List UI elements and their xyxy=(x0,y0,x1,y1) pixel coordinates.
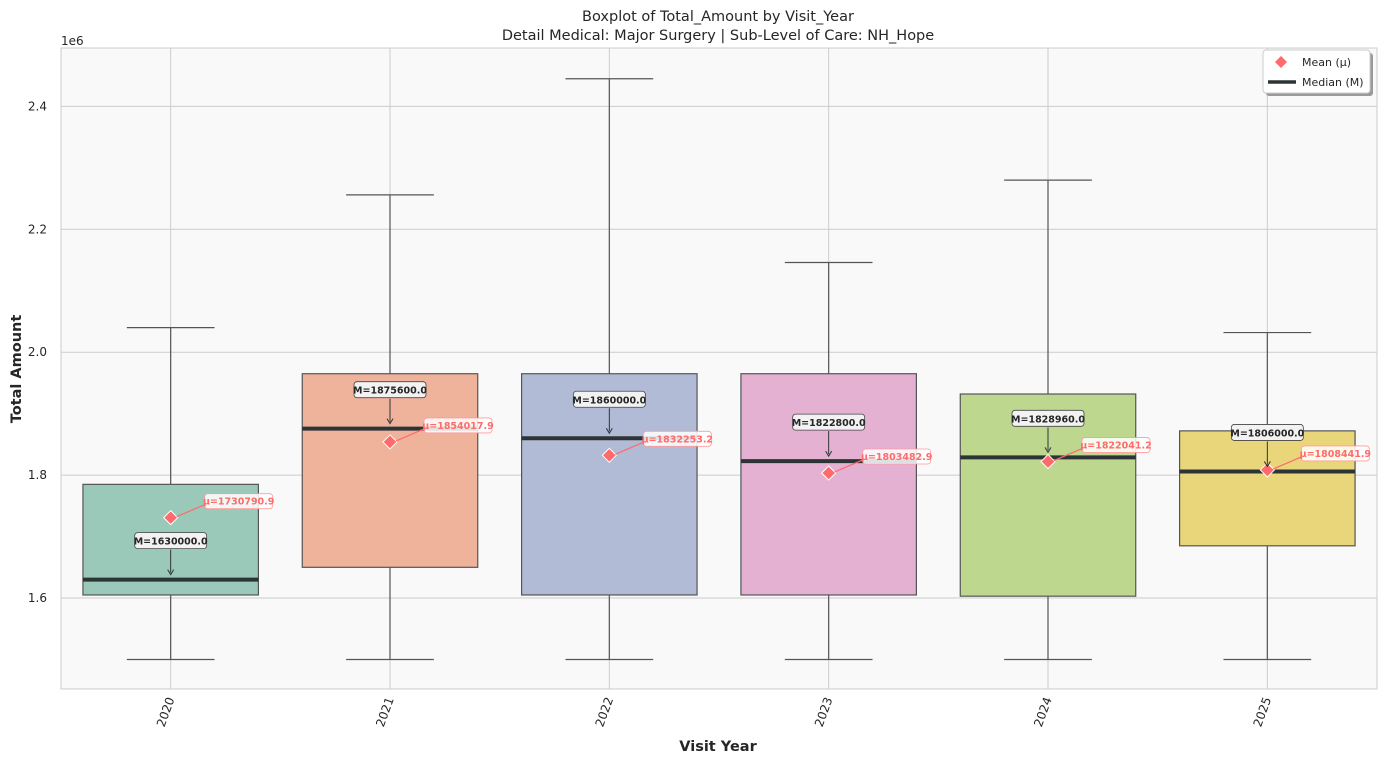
mean-annotation-box xyxy=(1300,445,1370,462)
y-tick-label: 1.6 xyxy=(28,591,47,605)
mean-annotation: μ=1822041.2 xyxy=(1053,437,1152,462)
x-tick-label: 2025 xyxy=(1251,695,1275,728)
x-tick-label: 2022 xyxy=(593,695,617,728)
plot-background xyxy=(60,47,1378,690)
median-annotation-text: M=1806000.0 xyxy=(1230,428,1304,439)
mean-arrow-line xyxy=(1273,456,1302,470)
chart-title: Boxplot of Total_Amount by Visit_Year xyxy=(582,9,854,25)
median-annotation: M=1630000.0 xyxy=(134,532,208,576)
mean-arrow-line xyxy=(615,441,644,455)
mean-arrow-line xyxy=(176,504,205,518)
mean-annotation-box xyxy=(1081,437,1151,453)
median-annotation-box xyxy=(792,413,866,431)
y-tick-label: 2.0 xyxy=(28,345,47,359)
median-annotation-box xyxy=(1011,409,1085,427)
median-annotation: M=1875600.0 xyxy=(353,381,427,425)
mean-annotation-text: μ=1854017.9 xyxy=(422,421,493,432)
mean-annotation: μ=1832253.2 xyxy=(615,430,713,455)
mean-annotation-text: μ=1803482.9 xyxy=(861,452,932,463)
mean-annotation-text: μ=1832253.2 xyxy=(642,434,713,445)
legend-mean-marker xyxy=(1275,56,1287,68)
mean-arrow-line xyxy=(1053,448,1083,462)
mean-marker xyxy=(820,465,837,481)
box-iqr xyxy=(740,373,918,596)
median-annotation: M=1822800.0 xyxy=(792,413,866,458)
x-tick-label: 2024 xyxy=(1031,695,1055,728)
mean-annotation-text: μ=1730790.9 xyxy=(203,497,274,508)
median-annotation-text: M=1828960.0 xyxy=(1011,414,1085,425)
x-axis-label: Visit Year xyxy=(679,739,757,755)
box-2023 xyxy=(740,261,918,661)
mean-arrow-line xyxy=(395,428,425,442)
x-tick-label: 2021 xyxy=(373,695,397,728)
legend-mean-label: Mean (μ) xyxy=(1302,56,1351,69)
mean-marker xyxy=(382,434,398,450)
mean-annotation-text: μ=1808441.9 xyxy=(1300,449,1371,460)
mean-annotation-box xyxy=(642,430,712,447)
mean-marker xyxy=(1259,462,1276,478)
mean-annotation-text: μ=1822041.2 xyxy=(1080,441,1151,452)
mean-annotation-box xyxy=(862,448,932,465)
median-annotation-box xyxy=(353,381,427,399)
median-arrow-head xyxy=(1263,461,1271,468)
y-offset-label: 1e6 xyxy=(61,34,84,48)
mean-annotation: μ=1730790.9 xyxy=(176,493,274,518)
chart-subtitle: Detail Medical: Major Surgery | Sub-Leve… xyxy=(502,28,934,44)
median-annotation-text: M=1860000.0 xyxy=(572,395,646,406)
median-arrow-head xyxy=(386,418,394,425)
legend: Mean (μ) Median (M) xyxy=(1262,49,1373,96)
y-tick-label: 2.2 xyxy=(28,222,47,236)
mean-marker xyxy=(601,447,618,464)
median-annotation: M=1806000.0 xyxy=(1230,424,1305,468)
median-annotation-box xyxy=(572,390,646,408)
x-tick-labels: 2020 2021 2022 2023 2024 2025 xyxy=(154,695,1274,728)
legend-median-label: Median (M) xyxy=(1302,76,1364,89)
median-arrow-head xyxy=(605,427,613,435)
mean-annotation: μ=1803482.9 xyxy=(834,448,932,473)
y-tick-label: 2.4 xyxy=(28,99,47,113)
median-annotation-text: M=1630000.0 xyxy=(134,537,208,548)
y-axis-label: Total Amount xyxy=(9,315,25,424)
y-tick-labels: 1.6 1.8 2.0 2.2 2.4 xyxy=(28,99,47,605)
mean-marker xyxy=(1040,453,1056,470)
x-tick-label: 2023 xyxy=(812,695,836,728)
median-annotation-text: M=1875600.0 xyxy=(353,386,427,397)
median-arrow-head xyxy=(167,569,175,576)
mean-arrow-line xyxy=(834,459,863,473)
mean-marker xyxy=(162,509,179,526)
mean-annotation-box xyxy=(204,493,274,510)
median-annotation-box xyxy=(134,532,208,550)
y-tick-label: 1.8 xyxy=(28,468,47,482)
median-annotation-text: M=1822800.0 xyxy=(792,418,866,429)
median-arrow-head xyxy=(825,450,833,458)
annotations: M=1630000.0 μ=1730790.9 M=1875600.0 μ=18540… xyxy=(134,381,1371,576)
boxes xyxy=(82,78,1356,661)
median-annotation: M=1860000.0 xyxy=(572,390,647,435)
median-arrow-head xyxy=(1044,447,1052,454)
median-annotation: M=1828960.0 xyxy=(1011,409,1085,454)
mean-annotation: μ=1854017.9 xyxy=(395,417,494,442)
mean-annotation-box xyxy=(423,417,493,434)
x-tick-label: 2020 xyxy=(154,695,178,728)
median-annotation-box xyxy=(1230,424,1304,441)
mean-annotation: μ=1808441.9 xyxy=(1273,445,1371,470)
